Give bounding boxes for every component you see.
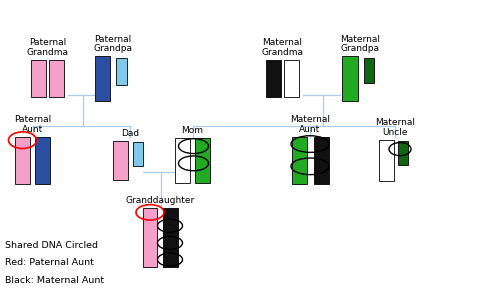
- Text: Shared DNA Circled: Shared DNA Circled: [5, 241, 98, 249]
- FancyBboxPatch shape: [284, 60, 299, 97]
- FancyBboxPatch shape: [364, 58, 374, 83]
- Text: Mom: Mom: [182, 126, 204, 135]
- FancyBboxPatch shape: [314, 137, 328, 184]
- Text: Maternal
Aunt: Maternal Aunt: [290, 115, 330, 134]
- FancyBboxPatch shape: [142, 208, 158, 267]
- FancyBboxPatch shape: [112, 141, 128, 180]
- Text: Maternal
Grandma: Maternal Grandma: [262, 39, 304, 57]
- FancyBboxPatch shape: [292, 137, 306, 184]
- FancyBboxPatch shape: [15, 137, 30, 184]
- FancyBboxPatch shape: [398, 141, 408, 165]
- FancyBboxPatch shape: [31, 60, 46, 97]
- FancyBboxPatch shape: [175, 138, 190, 183]
- FancyBboxPatch shape: [342, 56, 357, 101]
- Text: Dad: Dad: [121, 129, 139, 138]
- FancyBboxPatch shape: [133, 142, 143, 166]
- Text: Paternal
Grandma: Paternal Grandma: [26, 39, 68, 57]
- FancyBboxPatch shape: [95, 56, 110, 101]
- Text: Maternal
Uncle: Maternal Uncle: [375, 118, 415, 137]
- FancyBboxPatch shape: [35, 137, 50, 184]
- Text: Red: Paternal Aunt: Red: Paternal Aunt: [5, 258, 94, 267]
- FancyBboxPatch shape: [116, 58, 126, 85]
- Text: Maternal
Grandpa: Maternal Grandpa: [340, 35, 380, 53]
- Text: Granddaughter: Granddaughter: [126, 196, 194, 205]
- FancyBboxPatch shape: [195, 138, 210, 183]
- Text: Black: Maternal Aunt: Black: Maternal Aunt: [5, 276, 104, 285]
- Text: Paternal
Aunt: Paternal Aunt: [14, 115, 51, 134]
- FancyBboxPatch shape: [162, 208, 178, 267]
- FancyBboxPatch shape: [378, 140, 394, 181]
- Text: Paternal
Grandpa: Paternal Grandpa: [93, 35, 132, 53]
- FancyBboxPatch shape: [266, 60, 281, 97]
- FancyBboxPatch shape: [49, 60, 64, 97]
